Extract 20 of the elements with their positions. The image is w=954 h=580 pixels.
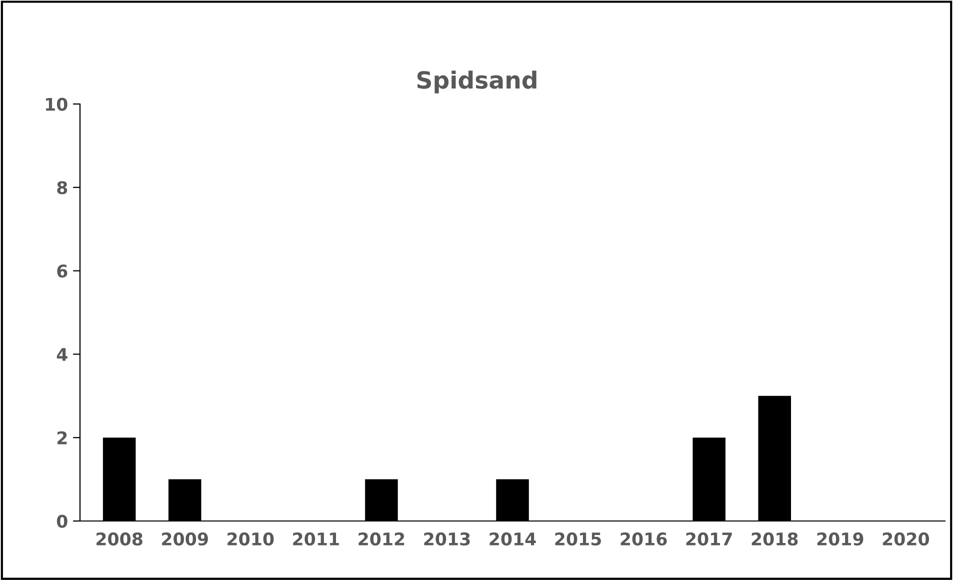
x-tick-label: 2020 xyxy=(882,532,930,546)
y-tick-label: 2 xyxy=(57,431,67,444)
x-tick-label: 2016 xyxy=(620,532,667,546)
x-tick-label: 2018 xyxy=(752,532,798,546)
x-tick-label: 2008 xyxy=(96,532,142,546)
x-tick-label: 2014 xyxy=(490,532,536,546)
x-tick-label: 2010 xyxy=(228,532,274,546)
y-tick-label: 6 xyxy=(57,264,68,278)
y-tick-label: 8 xyxy=(57,181,68,194)
x-tick-label: 2017 xyxy=(686,532,732,546)
x-tick-label: 2009 xyxy=(162,532,208,546)
y-tick-label: 4 xyxy=(56,348,68,361)
x-tick-label: 2011 xyxy=(293,532,339,546)
y-tick-label: 10 xyxy=(46,98,68,111)
chart-title: Spidsand xyxy=(417,70,536,94)
x-tick-label: 2012 xyxy=(358,532,404,546)
y-tick-label: 0 xyxy=(56,514,68,528)
x-tick-label: 2015 xyxy=(555,532,601,546)
x-tick-label: 2013 xyxy=(424,532,470,546)
x-tick-label: 2019 xyxy=(817,532,864,546)
